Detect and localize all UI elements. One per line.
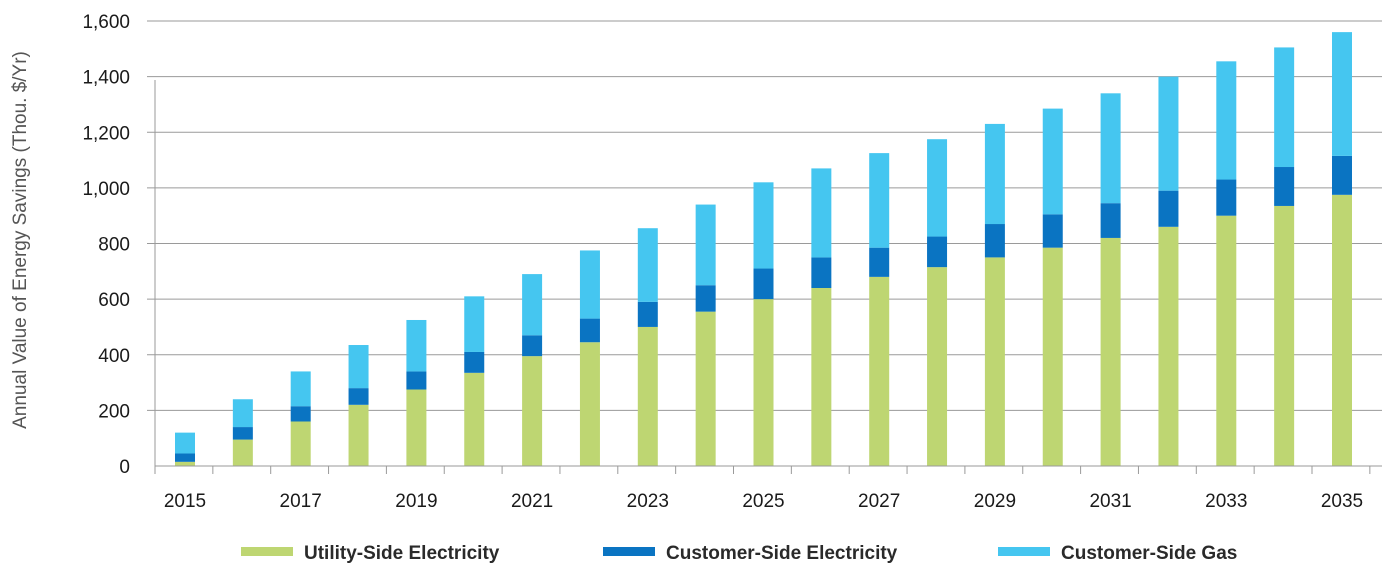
bar-segment-customer-side-electricity bbox=[175, 453, 195, 462]
legend-swatch bbox=[998, 547, 1050, 556]
bar-segment-customer-side-gas bbox=[1216, 61, 1237, 180]
legend-label: Utility-Side Electricity bbox=[304, 543, 500, 564]
bar-segment-customer-side-electricity bbox=[637, 301, 658, 327]
bar-segment-customer-side-gas bbox=[522, 274, 543, 336]
bar-segment-customer-side-electricity bbox=[1100, 203, 1121, 238]
y-tick-label: 600 bbox=[98, 290, 130, 311]
bar-segment-utility-side-electricity bbox=[522, 356, 543, 466]
bar-segment-customer-side-gas bbox=[695, 204, 716, 286]
y-tick-label: 200 bbox=[98, 401, 130, 422]
bar-segment-customer-side-gas bbox=[1332, 32, 1352, 156]
bar-segment-customer-side-electricity bbox=[348, 388, 369, 405]
bar-segment-customer-side-gas bbox=[348, 345, 369, 389]
y-tick-label: 1,600 bbox=[82, 12, 130, 33]
bar-segment-customer-side-gas bbox=[1274, 47, 1295, 168]
x-tick-label: 2017 bbox=[280, 491, 322, 512]
bar-segment-utility-side-electricity bbox=[406, 389, 427, 466]
bar-segment-utility-side-electricity bbox=[464, 372, 485, 466]
y-tick-label: 1,400 bbox=[82, 68, 130, 89]
x-tick-label: 2029 bbox=[974, 491, 1016, 512]
x-tick-label: 2015 bbox=[164, 491, 206, 512]
bar-segment-customer-side-electricity bbox=[695, 285, 716, 312]
y-tick-label: 800 bbox=[98, 235, 130, 256]
x-tick-label: 2031 bbox=[1089, 491, 1131, 512]
bar-segment-utility-side-electricity bbox=[984, 257, 1005, 466]
bar-segment-customer-side-gas bbox=[927, 139, 948, 237]
bar-segment-utility-side-electricity bbox=[1042, 247, 1063, 466]
bar-segment-customer-side-electricity bbox=[1158, 190, 1179, 227]
legend-label: Customer-Side Electricity bbox=[666, 543, 898, 564]
bar-segment-utility-side-electricity bbox=[579, 342, 600, 466]
bar-segment-customer-side-gas bbox=[984, 123, 1005, 225]
bar-segment-utility-side-electricity bbox=[175, 461, 195, 466]
x-tick-label: 2019 bbox=[395, 491, 437, 512]
legend-swatch bbox=[241, 547, 293, 556]
y-tick-label: 1,200 bbox=[82, 123, 130, 144]
bar-segment-customer-side-electricity bbox=[1216, 179, 1237, 216]
bar-segment-customer-side-gas bbox=[464, 296, 485, 352]
x-tick-label: 2023 bbox=[627, 491, 669, 512]
bar-segment-customer-side-gas bbox=[175, 432, 195, 454]
bar-segment-utility-side-electricity bbox=[1100, 237, 1121, 466]
bar-segment-customer-side-gas bbox=[579, 250, 600, 319]
bar-segment-customer-side-electricity bbox=[1042, 214, 1063, 248]
legend: Utility-Side Electricity Customer-Side El… bbox=[241, 543, 1237, 564]
bar-segment-customer-side-gas bbox=[1158, 76, 1179, 191]
bar-segment-customer-side-electricity bbox=[811, 257, 832, 288]
bar-segment-utility-side-electricity bbox=[1274, 205, 1295, 466]
bar-segment-customer-side-electricity bbox=[1332, 155, 1352, 195]
bar-segment-utility-side-electricity bbox=[290, 421, 311, 466]
y-tick-label: 0 bbox=[119, 457, 130, 478]
bar-segment-customer-side-gas bbox=[290, 371, 311, 407]
bar-segment-customer-side-electricity bbox=[290, 406, 311, 422]
legend-label: Customer-Side Gas bbox=[1061, 543, 1237, 564]
bar-segment-customer-side-gas bbox=[406, 319, 427, 372]
y-tick-label: 1,000 bbox=[82, 179, 130, 200]
y-axis-title: Annual Value of Energy Savings (Thou. $/… bbox=[10, 51, 31, 429]
x-tick-label: 2021 bbox=[511, 491, 553, 512]
bar-segment-utility-side-electricity bbox=[927, 267, 948, 466]
bar-segment-customer-side-gas bbox=[1042, 108, 1063, 215]
bar-segment-customer-side-electricity bbox=[753, 268, 774, 300]
bar-segment-customer-side-gas bbox=[637, 228, 658, 302]
bar-segment-utility-side-electricity bbox=[232, 439, 253, 466]
x-tick-label: 2025 bbox=[742, 491, 784, 512]
x-axis: 2015 2017 2019 2021 2023 2025 2027 2029 2031 2033… bbox=[154, 465, 1382, 512]
bar-segment-utility-side-electricity bbox=[1158, 226, 1179, 466]
bar-segment-utility-side-electricity bbox=[695, 311, 716, 466]
bar-segment-utility-side-electricity bbox=[1332, 194, 1352, 466]
bar-segment-customer-side-electricity bbox=[464, 351, 485, 373]
bar-segment-customer-side-electricity bbox=[1274, 167, 1295, 206]
bar-segment-customer-side-gas bbox=[232, 399, 253, 428]
bar-segment-customer-side-gas bbox=[1100, 93, 1121, 204]
legend-swatch bbox=[603, 547, 655, 556]
bar-segment-utility-side-electricity bbox=[637, 326, 658, 466]
x-tick-label: 2027 bbox=[858, 491, 900, 512]
bars bbox=[175, 32, 1352, 466]
bar-segment-customer-side-gas bbox=[811, 168, 832, 258]
bar-segment-customer-side-electricity bbox=[232, 427, 253, 440]
bar-segment-utility-side-electricity bbox=[1216, 215, 1237, 466]
bar-segment-utility-side-electricity bbox=[869, 276, 890, 466]
x-tick-label: 2035 bbox=[1321, 491, 1363, 512]
y-tick-label: 400 bbox=[98, 346, 130, 367]
bar-segment-customer-side-electricity bbox=[579, 318, 600, 343]
bar-segment-customer-side-electricity bbox=[927, 236, 948, 268]
y-axis: 0 200 400 600 800 1,000 1,200 1,400 1,600 bbox=[82, 12, 156, 478]
bar-segment-customer-side-gas bbox=[753, 182, 774, 269]
bar-segment-utility-side-electricity bbox=[811, 288, 832, 466]
bar-segment-customer-side-electricity bbox=[869, 247, 890, 277]
bar-segment-customer-side-electricity bbox=[522, 335, 543, 357]
bar-segment-utility-side-electricity bbox=[753, 299, 774, 466]
x-tick-label: 2033 bbox=[1205, 491, 1247, 512]
bar-segment-customer-side-electricity bbox=[406, 371, 427, 390]
bar-segment-customer-side-gas bbox=[869, 153, 890, 248]
bar-segment-customer-side-electricity bbox=[984, 224, 1005, 258]
bar-segment-utility-side-electricity bbox=[348, 404, 369, 466]
